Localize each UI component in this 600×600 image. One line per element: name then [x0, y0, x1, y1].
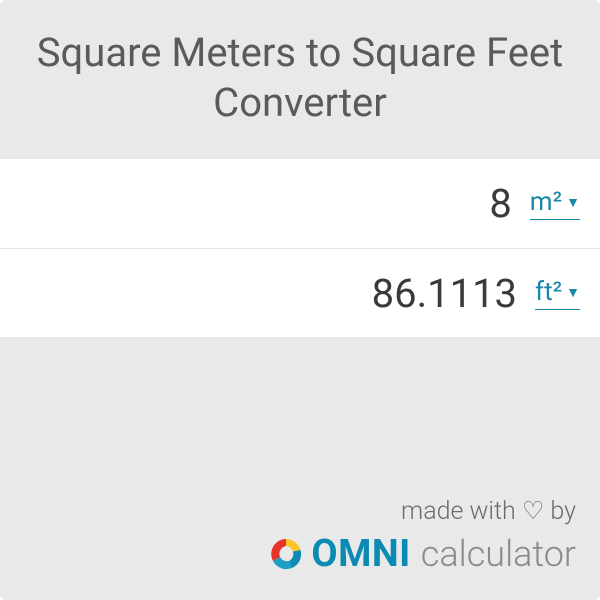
converter-widget: Square Meters to Square Feet Converter 8…	[0, 0, 600, 600]
page-title: Square Meters to Square Feet Converter	[30, 28, 570, 128]
input-row-source: 8 m² ▼	[0, 158, 600, 248]
widget-footer: made with ♡ by OMNI calculator	[0, 476, 600, 600]
widget-header: Square Meters to Square Feet Converter	[0, 0, 600, 158]
input-rows: 8 m² ▼ 86.1113 ft² ▼	[0, 158, 600, 338]
target-value[interactable]: 86.1113	[372, 270, 517, 317]
brand-word: OMNI	[311, 532, 410, 576]
target-unit-dropdown[interactable]: ft² ▼	[535, 277, 580, 310]
source-unit-label: m²	[530, 187, 562, 217]
chevron-down-icon: ▼	[566, 194, 580, 211]
omni-logo-icon	[269, 537, 303, 571]
input-row-target: 86.1113 ft² ▼	[0, 248, 600, 338]
brand-calculator: calculator	[421, 533, 576, 575]
source-value[interactable]: 8	[489, 180, 511, 227]
source-unit-dropdown[interactable]: m² ▼	[530, 187, 580, 220]
chevron-down-icon: ▼	[566, 284, 580, 301]
made-with-label: made with ♡ by	[24, 496, 576, 526]
brand-link[interactable]: OMNI calculator	[24, 532, 576, 576]
target-unit-label: ft²	[535, 277, 562, 307]
